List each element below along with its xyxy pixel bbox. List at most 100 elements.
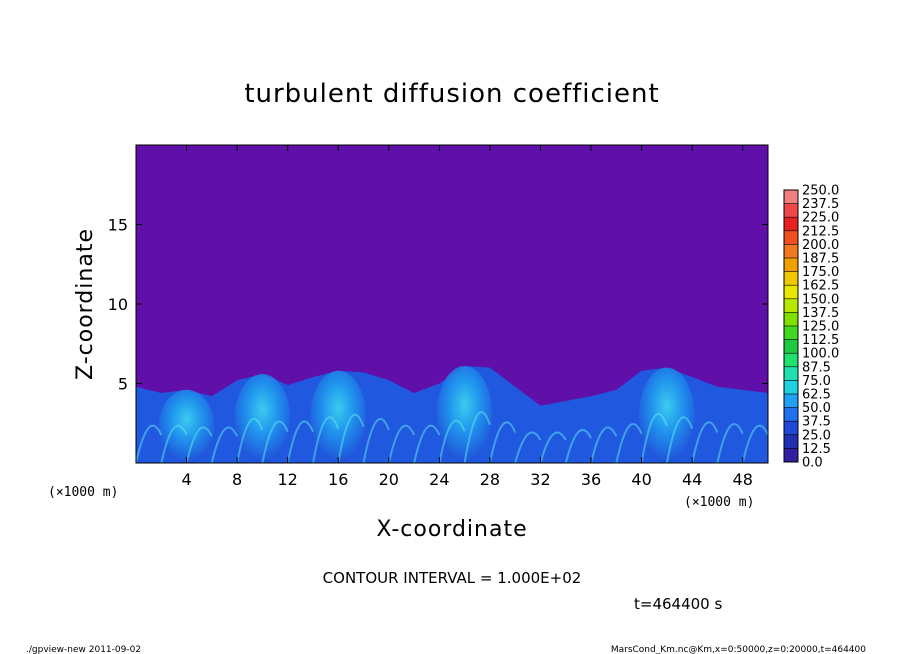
- eddy-streak: [514, 431, 542, 463]
- y-tick-label: 15: [108, 216, 128, 235]
- colorbar-swatch: [784, 285, 798, 300]
- x-axis: 4 8 12 16 20 24 28 32 36 40 44 48: [181, 145, 753, 489]
- eddy-streak: [438, 419, 466, 463]
- eddy-streak: [691, 421, 719, 463]
- colorbar-swatch: [784, 244, 798, 259]
- colorbar-swatch: [784, 380, 798, 395]
- colorbar-label: 75.0: [802, 374, 831, 389]
- eddy-streak: [615, 422, 643, 463]
- footer-right: MarsCond_Km.nc@Km,x=0:50000,z=0:20000,t=…: [611, 645, 866, 654]
- x-tick-label: 48: [733, 470, 753, 489]
- x-tick-label: 24: [429, 470, 449, 489]
- colorbar-label: 25.0: [802, 428, 831, 443]
- eddy-streak: [488, 421, 517, 463]
- colorbar-swatch: [784, 203, 798, 218]
- colorbar-label: 187.5: [802, 252, 839, 267]
- colorbar-swatch: [784, 298, 798, 313]
- colorbar-swatch: [784, 230, 798, 245]
- colorbar-label: 0.0: [802, 456, 823, 471]
- plume-core: [234, 374, 291, 463]
- eddy-streak: [665, 416, 694, 463]
- eddy-streak: [362, 418, 390, 463]
- plume-core: [639, 367, 695, 463]
- colorbar-swatch: [784, 407, 798, 422]
- x-tick-label: 36: [581, 470, 601, 489]
- plume-core: [436, 366, 493, 463]
- colorbar-label: 100.0: [802, 347, 839, 362]
- colorbar-label: 212.5: [802, 224, 839, 239]
- eddy-streak: [413, 424, 441, 463]
- colorbar-swatch: [784, 394, 798, 408]
- x-tick-label: 12: [278, 470, 298, 489]
- eddy-streak: [716, 422, 744, 463]
- colorbar-label: 225.0: [802, 211, 839, 226]
- plot-area: [135, 144, 769, 464]
- x-tick-label: 40: [631, 470, 651, 489]
- eddy-streak: [741, 424, 768, 463]
- colorbar-label: 162.5: [802, 279, 839, 294]
- y-tick-label: 10: [108, 295, 128, 314]
- contour-interval: CONTOUR INTERVAL = 1.000E+02: [323, 569, 582, 587]
- eddy-streak: [185, 426, 213, 463]
- colorbar-label: 175.0: [802, 265, 839, 280]
- x-tick-label: 8: [232, 470, 242, 489]
- colorbar-swatch: [784, 366, 798, 381]
- chart-title: turbulent diffusion coefficient: [244, 79, 659, 109]
- colorbar-label: 237.5: [802, 197, 839, 212]
- x-tick-label: 16: [328, 470, 348, 489]
- plume-core: [158, 389, 215, 463]
- colorbar-label: 150.0: [802, 292, 839, 307]
- x-unit-right: (×1000 m): [684, 495, 754, 510]
- colorbar-label: 250.0: [802, 184, 839, 199]
- time-label: t=464400 s: [634, 595, 722, 613]
- x-unit-left: (×1000 m): [48, 485, 118, 500]
- eddy-streak: [210, 426, 239, 463]
- colorbar-label: 87.5: [802, 360, 831, 375]
- eddy-streak: [590, 426, 618, 463]
- x-tick-label: 32: [530, 470, 550, 489]
- footer-left: ./gpview-new 2011-09-02: [26, 645, 141, 654]
- colorbar-swatch: [784, 190, 798, 204]
- eddy-streak: [236, 418, 264, 463]
- colorbar: 250.0237.5225.0212.5200.0187.5175.0162.5…: [783, 184, 839, 471]
- colorbar-swatch: [784, 258, 798, 272]
- eddy-streak: [463, 411, 491, 463]
- eddy-streak: [387, 424, 416, 463]
- eddy-streak: [640, 412, 668, 463]
- colorbar-label: 62.5: [802, 388, 831, 403]
- x-tick-label: 28: [480, 470, 500, 489]
- colorbar-label: 50.0: [802, 401, 831, 416]
- colorbar-swatch: [784, 339, 798, 354]
- colorbar-swatch: [784, 217, 798, 232]
- colorbar-label: 37.5: [802, 415, 831, 430]
- eddy-streak: [564, 428, 592, 463]
- colorbar-label: 137.5: [802, 306, 839, 321]
- colorbar-label: 12.5: [802, 442, 831, 457]
- colorbar-swatch: [784, 434, 798, 449]
- colorbar-swatch: [784, 326, 798, 340]
- colorbar-label: 112.5: [802, 333, 839, 348]
- x-tick-label: 44: [682, 470, 702, 489]
- eddy-streak: [160, 424, 188, 463]
- colorbar-swatch: [784, 448, 798, 463]
- eddy-streak: [539, 431, 567, 463]
- eddy-streak: [337, 413, 365, 463]
- colorbar-swatch: [784, 353, 798, 368]
- colorbar-label: 125.0: [802, 320, 839, 335]
- eddy-streak: [286, 420, 314, 463]
- eddy-streak: [136, 424, 163, 463]
- y-axis-title: Z-coordinate: [73, 228, 98, 380]
- y-axis: 5 10 15: [108, 216, 768, 394]
- eddy-streak: [312, 416, 340, 463]
- plume-core: [310, 370, 367, 463]
- y-tick-label: 5: [118, 375, 128, 394]
- x-axis-title: X-coordinate: [376, 517, 527, 542]
- x-tick-label: 20: [379, 470, 399, 489]
- turbulence-field: [136, 366, 768, 463]
- x-tick-label: 4: [181, 470, 191, 489]
- eddy-streak: [261, 420, 289, 463]
- colorbar-swatch: [784, 271, 798, 286]
- colorbar-swatch: [784, 421, 798, 436]
- colorbar-label: 200.0: [802, 238, 839, 253]
